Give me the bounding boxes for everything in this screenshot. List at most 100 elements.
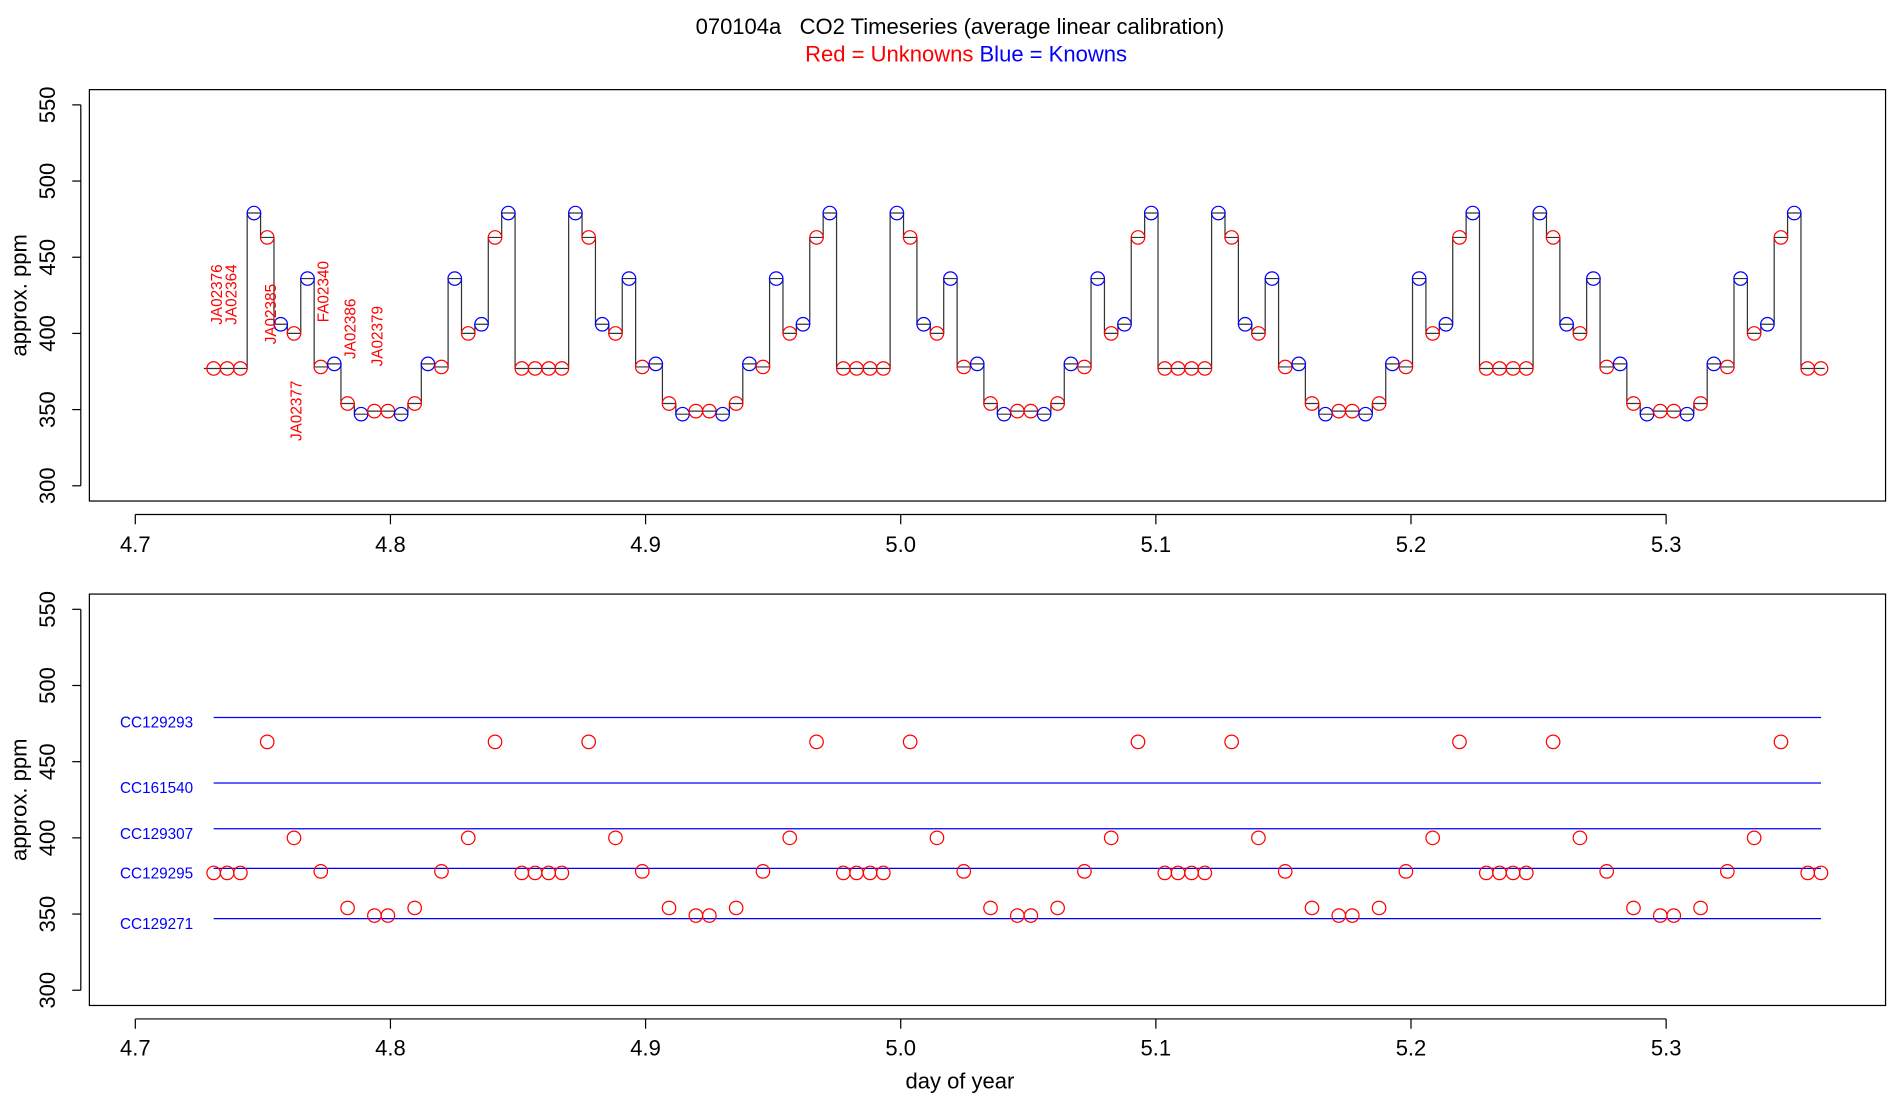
data-point (822, 205, 838, 221)
step-segment (1465, 212, 1480, 238)
step-segment (782, 278, 797, 335)
annotation: JA02364 (224, 264, 241, 325)
x-tick-label: 4.8 (375, 1035, 406, 1060)
data-point (286, 830, 302, 846)
data-point (1532, 205, 1548, 221)
step-segment (1800, 213, 1815, 370)
data-point (460, 326, 476, 341)
step-segment (420, 363, 435, 404)
x-tick-label: 4.8 (375, 532, 406, 557)
step-segment (688, 410, 703, 415)
data-point (233, 865, 248, 881)
y-tick-label: 300 (35, 972, 60, 1009)
data-point (755, 864, 771, 879)
data-point (1050, 396, 1065, 411)
step-segment (300, 277, 315, 334)
y-tick-label: 450 (35, 239, 60, 276)
step-segment (1786, 212, 1801, 238)
data-point (902, 230, 918, 245)
data-point (768, 271, 784, 286)
data-point (380, 908, 396, 923)
data-point (1545, 230, 1561, 245)
data-point (1103, 830, 1119, 846)
data-point (340, 396, 355, 411)
data-point (876, 361, 891, 376)
data-point (1197, 361, 1213, 376)
data-point (286, 326, 302, 341)
data-point (1291, 356, 1307, 372)
data-point (1612, 356, 1628, 372)
x-tick-label: 5.1 (1141, 1035, 1172, 1060)
data-point (1304, 900, 1320, 916)
data-point (1277, 864, 1293, 879)
data-point (581, 230, 597, 245)
y-tick-label: 350 (35, 391, 60, 428)
data-point (487, 230, 503, 245)
data-point (1626, 900, 1641, 916)
data-point (1813, 865, 1829, 881)
data-point (1652, 908, 1668, 923)
step-segment (1679, 411, 1694, 415)
step-segment (246, 212, 261, 369)
annotation: JA02379 (369, 306, 386, 366)
step-segment (581, 213, 596, 239)
data-point (943, 271, 958, 286)
step-segment (1144, 212, 1159, 238)
data-point (460, 830, 476, 846)
step-segment (715, 411, 730, 415)
step-segment (568, 212, 583, 369)
data-point (1050, 900, 1065, 916)
step-segment (809, 236, 824, 325)
reference-label: CC129295 (120, 866, 193, 883)
step-segment (434, 363, 449, 368)
data-point (929, 326, 945, 341)
plot-frame (88, 593, 1887, 1007)
data-point (1143, 205, 1159, 221)
step-segment (1077, 363, 1092, 368)
step-segment (835, 213, 850, 370)
data-point (1358, 406, 1373, 422)
data-point (1720, 864, 1735, 879)
step-segment (1599, 278, 1614, 368)
data-point (1518, 361, 1534, 376)
data-point (233, 361, 248, 376)
data-point (1251, 326, 1266, 341)
x-axis-label: day of year (905, 1068, 1014, 1093)
data-point (1572, 326, 1588, 341)
data-point (916, 316, 932, 332)
data-point (554, 865, 570, 881)
data-point (1077, 864, 1092, 879)
data-point (1720, 359, 1735, 375)
data-point (1425, 830, 1441, 846)
x-tick-label: 5.2 (1396, 1035, 1427, 1060)
y-tick-label: 400 (35, 819, 60, 856)
data-point (1063, 356, 1079, 372)
step-segment (1719, 363, 1734, 368)
data-point (983, 396, 998, 411)
data-point (1277, 359, 1293, 375)
step-segment (514, 213, 529, 370)
step-segment (742, 363, 757, 404)
data-point (755, 359, 771, 375)
step-segment (393, 411, 408, 415)
data-point (634, 864, 650, 879)
data-point (313, 359, 329, 375)
step-segment (1653, 410, 1668, 415)
step-segment (1358, 411, 1373, 415)
data-point (1733, 271, 1748, 286)
data-point (1036, 406, 1052, 422)
data-point (956, 864, 972, 879)
data-point (688, 908, 704, 923)
step-segment (501, 212, 516, 238)
data-point (340, 900, 355, 916)
data-point (447, 271, 463, 286)
data-point (876, 865, 891, 881)
legend: Red = Unknowns Blue = Knowns (805, 41, 1127, 66)
step-segment (648, 363, 663, 367)
reference-label: CC161540 (120, 780, 193, 797)
y-tick-label: 400 (35, 315, 60, 352)
step-segment (1385, 363, 1400, 404)
data-point (326, 356, 342, 372)
step-segment (1425, 278, 1440, 335)
step-segment (340, 363, 355, 405)
